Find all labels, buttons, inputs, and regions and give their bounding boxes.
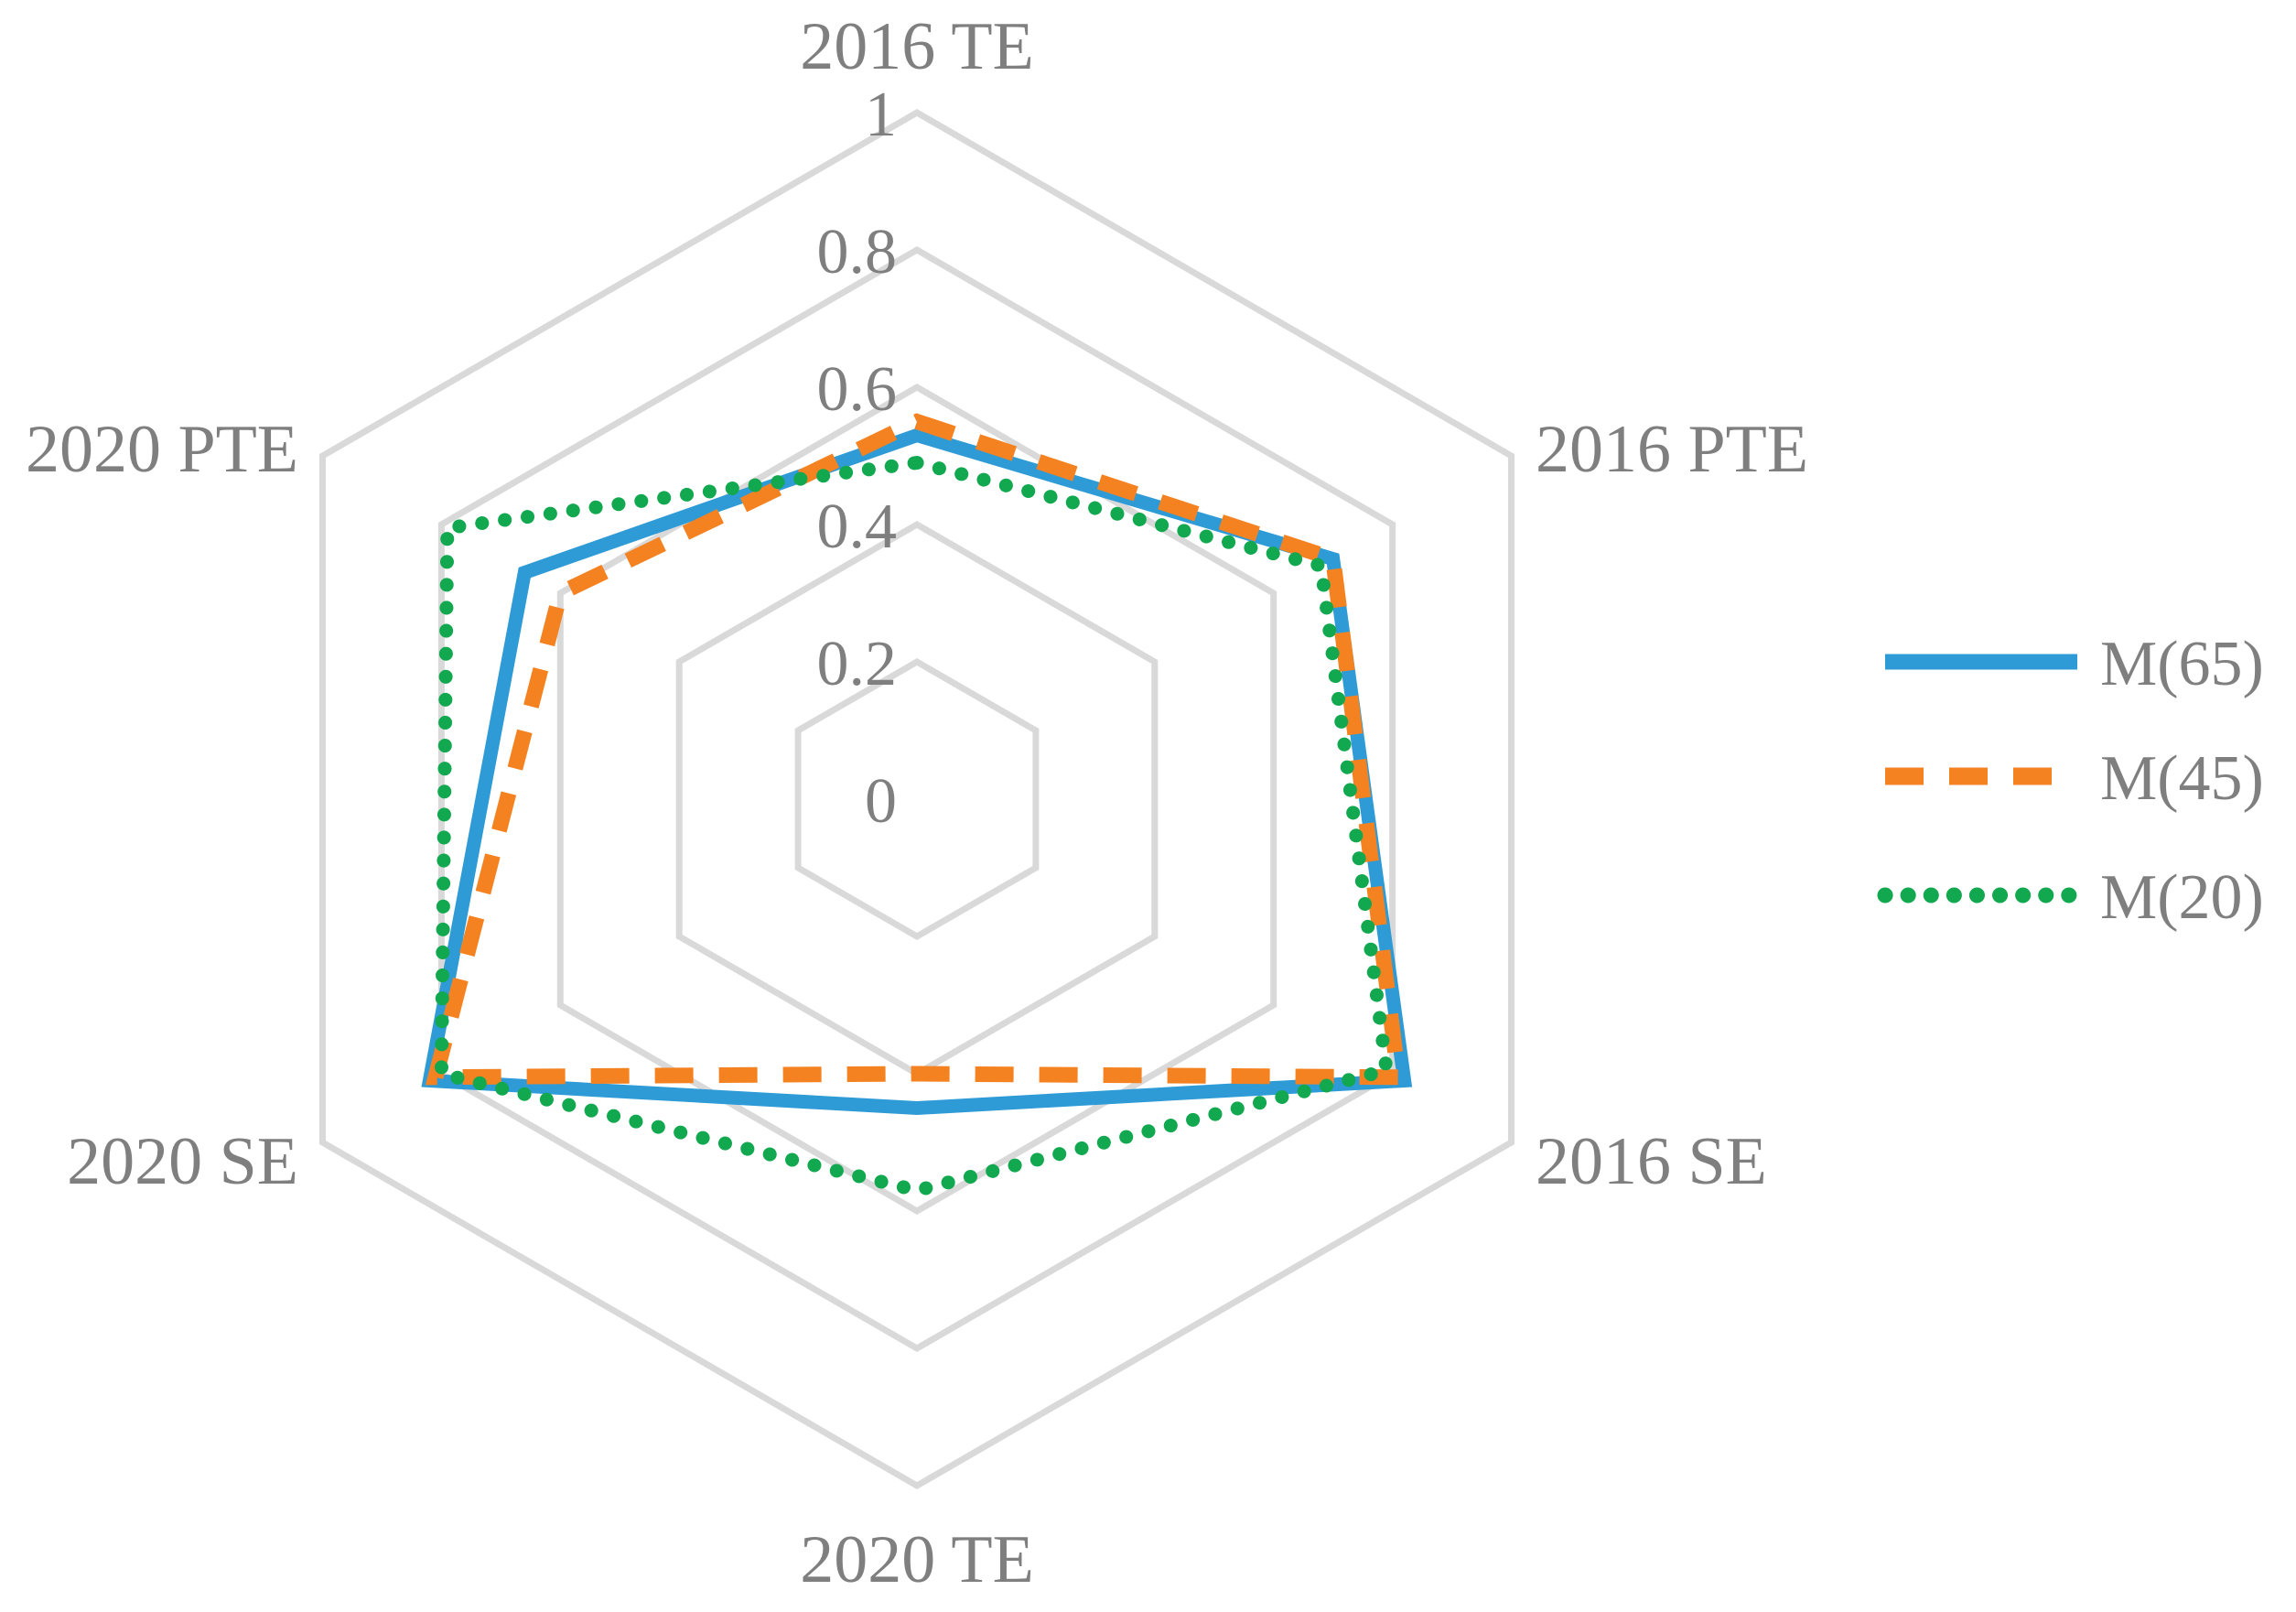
grid-ring-3 — [556, 383, 1277, 1216]
axis-labels-layer: 2016 TE 2016 PTE 2016 SE 2020 TE 2020 SE 2020… — [26, 9, 1808, 1597]
legend: M(65) M(45) M(20) — [1877, 629, 2264, 933]
legend-label: M(20) — [2100, 862, 2264, 933]
axis-label: 2020 SE — [67, 1124, 298, 1199]
ticks-layer: 0 0.2 0.4 0.6 0.8 1 — [817, 80, 898, 837]
tick-label: 0.2 — [817, 629, 898, 699]
axis-label: 2020 PTE — [26, 412, 298, 487]
tick-label: 1 — [865, 80, 897, 150]
grid-layer — [318, 108, 1515, 1490]
axis-label: 2016 PTE — [1536, 412, 1808, 487]
tick-label: 0.8 — [817, 217, 898, 287]
axis-label: 2016 TE — [800, 9, 1034, 84]
tick-label: 0 — [865, 766, 897, 837]
axis-label: 2020 TE — [800, 1522, 1034, 1597]
legend-label: M(45) — [2100, 743, 2264, 814]
series-line-M(20) — [434, 455, 1395, 1198]
grid-ring-2 — [675, 520, 1159, 1078]
legend-label: M(65) — [2100, 629, 2264, 699]
series-layer — [421, 413, 1413, 1198]
axis-label: 2016 SE — [1536, 1124, 1767, 1199]
grid-ring-4 — [437, 245, 1396, 1353]
grid-ring-1 — [794, 657, 1040, 941]
tick-label: 0.6 — [817, 354, 898, 425]
tick-label: 0.4 — [817, 492, 898, 562]
grid-ring-5 — [318, 108, 1515, 1490]
series-line-M(45) — [425, 413, 1407, 1086]
series-line-M(65) — [421, 427, 1413, 1116]
